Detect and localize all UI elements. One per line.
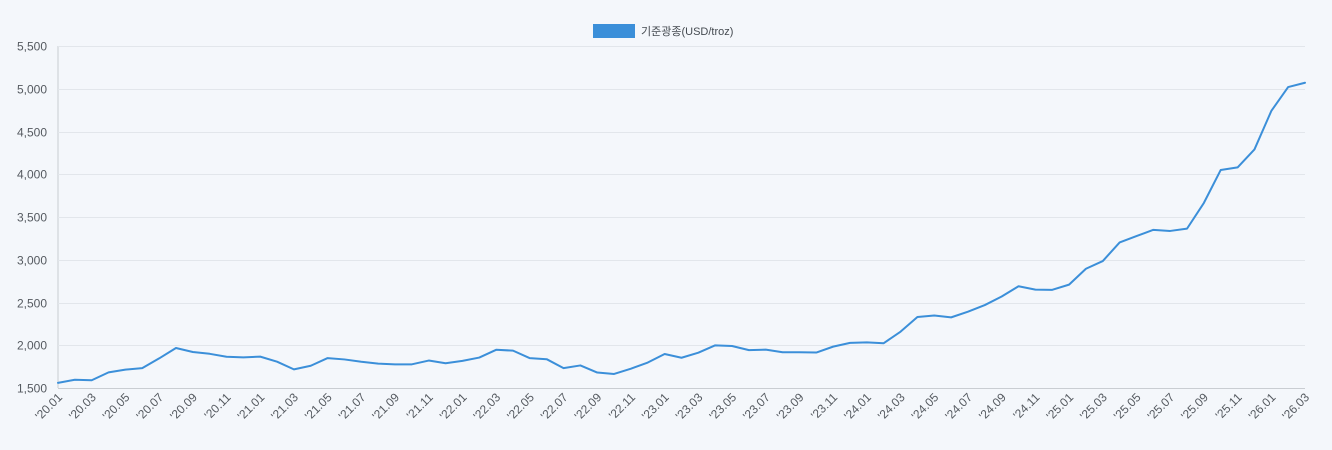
legend-swatch [593,24,635,38]
y-tick-label: 5,500 [17,40,47,54]
x-tick-label: '20.11 [202,390,234,422]
x-tick-label: '26.03 [1279,390,1312,423]
x-tick-label: '25.05 [1111,390,1144,423]
x-tick-label: '20.09 [167,390,200,423]
grid-layer [57,46,1305,389]
y-tick-label: 4,000 [17,168,47,182]
x-tick-label: '25.03 [1077,390,1110,423]
x-tick-label: '24.01 [841,390,874,423]
y-tick-label: 3,000 [17,254,47,268]
x-tick-label: '25.07 [1145,390,1178,423]
x-tick-label: '20.05 [100,390,133,423]
y-tick-label: 2,500 [17,297,47,311]
x-tick-label: '23.05 [706,390,739,423]
x-tick-label: '20.07 [133,390,166,423]
x-tick-label: '21.11 [404,390,436,422]
series-line [57,81,1306,384]
x-tick-label: '22.09 [572,390,605,423]
x-tick-label: '25.09 [1178,390,1211,423]
x-tick-label: '22.11 [606,390,638,422]
x-tick-label: '25.01 [1043,390,1076,423]
x-tick-label: '21.01 [235,390,268,423]
x-tick-label: '24.03 [875,390,908,423]
x-tick-label: '22.03 [470,390,503,423]
x-tick-label: '21.03 [268,390,301,423]
x-tick-label: '21.05 [302,390,335,423]
x-tick-label: '20.03 [66,390,99,423]
y-tick-label: 1,500 [17,382,47,396]
x-axis: '20.01'20.03'20.05'20.07'20.09'20.11'21.… [32,390,1312,423]
x-tick-label: '24.09 [976,390,1009,423]
x-tick-label: '23.11 [808,390,840,422]
x-tick-label: '23.01 [639,390,672,423]
x-tick-label: '26.01 [1246,390,1279,423]
y-tick-label: 4,500 [17,126,47,140]
x-tick-label: '22.07 [538,390,571,423]
y-axis: 1,500 2,000 2,500 3,000 3,500 4,000 4,500 5,000… [17,40,47,396]
series-layer [57,81,1306,384]
x-tick-label: '24.11 [1010,390,1042,422]
x-tick-label: '24.05 [909,390,942,423]
x-tick-label: '22.05 [504,390,537,423]
x-tick-label: '24.07 [942,390,975,423]
x-tick-label: '23.03 [673,390,706,423]
y-tick-label: 2,000 [17,339,47,353]
x-tick-label: '22.01 [437,390,470,423]
x-tick-label: '21.07 [336,390,369,423]
x-tick-label: '21.09 [369,390,402,423]
legend-label: 기준광종(USD/troz) [641,25,733,38]
y-tick-label: 5,000 [17,83,47,97]
x-tick-label: '23.07 [740,390,773,423]
legend-item[interactable]: 기준광종(USD/troz) [593,24,733,38]
x-tick-label: '25.11 [1213,390,1245,422]
x-tick-label: '23.09 [774,390,807,423]
y-tick-label: 3,500 [17,211,47,225]
